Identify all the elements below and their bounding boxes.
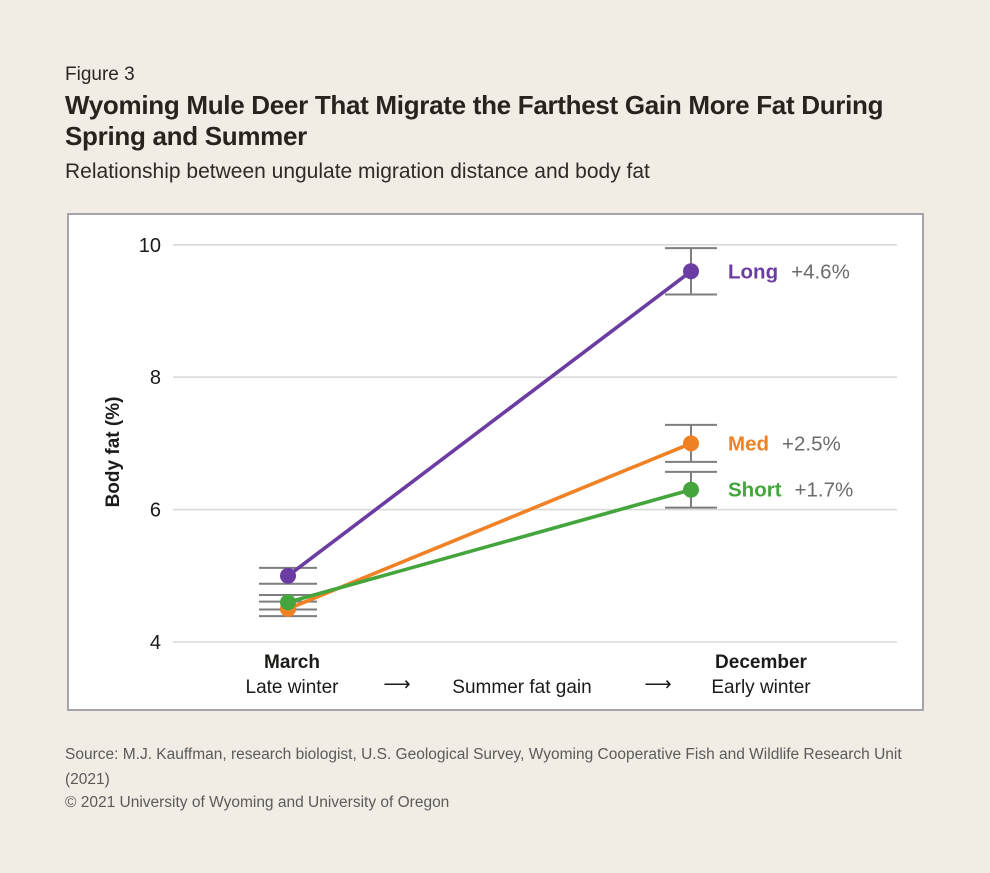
legend-label-long: Long +4.6% [728,260,850,283]
figure-label: Figure 3 [65,64,135,85]
chart-panel: 4 6 8 10 Long +4.6% Med +2.5% Short +1.7% Body fa… [67,213,924,711]
data-point-long-0 [280,567,296,584]
source-line-2: (2021) [65,771,110,789]
data-point-short-1 [683,481,699,498]
source-note: Source: M.J. Kauffman, research biologis… [65,742,925,792]
y-tick-label-8: 8 [150,367,161,389]
y-axis-title: Body fat (%) [103,396,124,508]
source-line-1: Source: M.J. Kauffman, research biologis… [65,746,902,763]
series-line-med [287,441,692,611]
y-tick-label-4: 4 [150,632,161,654]
y-tick-label-10: 10 [139,235,161,257]
data-point-long-1 [683,263,699,280]
data-point-med-1 [683,435,699,452]
legend-label-short: Short +1.7% [728,479,853,502]
legend-label-med: Med +2.5% [728,432,841,455]
y-tick-label-6: 6 [150,500,161,522]
data-point-short-0 [280,594,296,611]
chart-subtitle: Relationship between ungulate migration … [65,160,650,183]
chart-title: Wyoming Mule Deer That Migrate the Farth… [65,90,884,152]
series-line-long [286,269,693,578]
copyright-note: © 2021 University of Wyoming and Univers… [65,794,450,811]
series-line-short [287,488,692,605]
line-chart: 4 6 8 10 Long +4.6% Med +2.5% Short +1.7% [139,235,897,654]
